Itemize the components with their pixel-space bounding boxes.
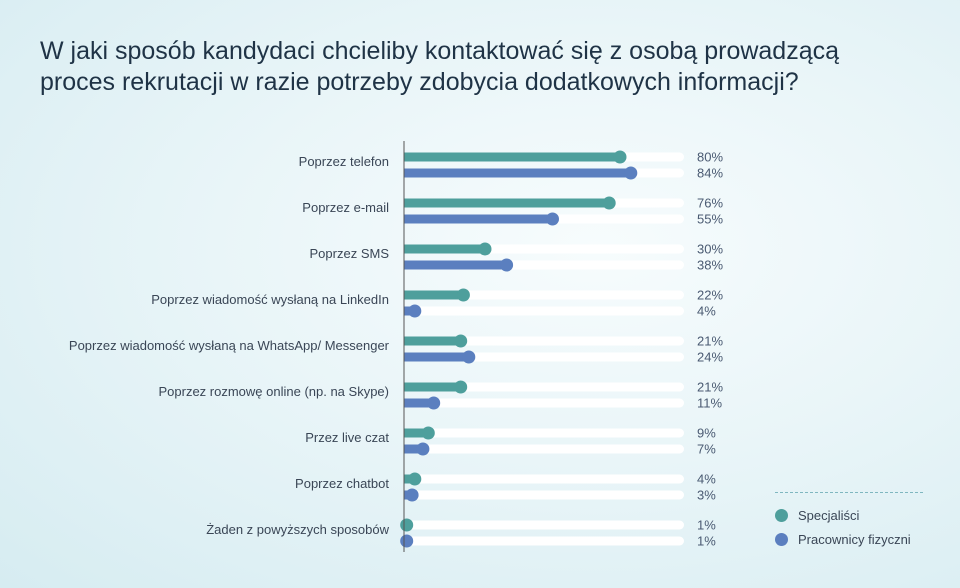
bar-end-dot [416, 442, 430, 456]
bar-track [404, 382, 684, 392]
bar-end-dot [613, 150, 627, 164]
category-label: Poprzez chatbot [295, 476, 389, 491]
bar-specjalisci [404, 382, 461, 392]
category-label: Poprzez wiadomość wysłaną na LinkedIn [151, 292, 389, 307]
legend-dot-specjalisci [775, 508, 788, 522]
bar-end-dot [408, 304, 422, 318]
bar-track [404, 536, 684, 546]
bar-end-dot [546, 212, 559, 226]
bar-end-dot [454, 380, 468, 394]
bar-specjalisci [404, 290, 464, 300]
value-label: 84% [697, 166, 723, 181]
category-label: Poprzez wiadomość wysłaną na WhatsApp/ M… [69, 338, 390, 353]
bar-track [404, 444, 684, 454]
bar-pracownicy [404, 352, 469, 362]
value-label: 21% [697, 380, 723, 395]
bar-end-dot [500, 258, 514, 272]
bar-pracownicy [404, 260, 507, 270]
legend-label-specjalisci: Specjaliści [798, 507, 860, 523]
bar-end-dot [624, 166, 638, 180]
legend-item-pracownicy: Pracownicy fizyczni [775, 527, 923, 551]
value-label: 55% [697, 212, 723, 227]
bar-track [404, 520, 684, 530]
value-label: 24% [697, 350, 723, 365]
bar-end-dot [421, 426, 435, 440]
category-label: Przez live czat [305, 430, 389, 445]
value-label: 38% [697, 258, 723, 273]
value-label: 21% [697, 334, 723, 349]
bar-track [404, 428, 684, 438]
value-label: 9% [697, 426, 716, 441]
bar-track [404, 398, 684, 408]
bar-end-dot [427, 396, 441, 410]
legend-dot-pracownicy [775, 532, 788, 546]
value-label: 80% [697, 150, 723, 165]
bar-end-dot [462, 350, 476, 364]
category-label: Poprzez telefon [299, 154, 389, 169]
bar-specjalisci [404, 198, 610, 208]
value-label: 4% [697, 472, 716, 487]
value-label: 3% [697, 488, 716, 503]
value-label: 11% [697, 396, 722, 411]
bar-end-dot [408, 472, 422, 486]
bar-specjalisci [404, 428, 429, 438]
bar-pracownicy [404, 214, 553, 224]
bar-end-dot [456, 288, 470, 302]
bar-end-dot [405, 488, 419, 502]
bar-track [404, 474, 684, 484]
bar-end-dot [602, 196, 616, 210]
bar-track [404, 336, 684, 346]
value-label: 4% [697, 304, 716, 319]
value-label: 1% [697, 518, 716, 533]
bar-specjalisci [404, 244, 485, 254]
value-label: 22% [697, 288, 723, 303]
bar-pracownicy [404, 168, 631, 178]
category-label: Poprzez e-mail [302, 200, 389, 215]
value-label: 30% [697, 242, 723, 257]
bar-pracownicy [404, 444, 423, 454]
bar-specjalisci [404, 152, 620, 162]
bar-pracownicy [404, 398, 434, 408]
bar-end-dot [400, 518, 414, 532]
legend-label-pracownicy: Pracownicy fizyczni [798, 531, 911, 547]
legend: Specjaliści Pracownicy fizyczni [775, 492, 923, 551]
chart-title: W jaki sposób kandydaci chcieliby kontak… [40, 37, 840, 96]
bar-end-dot [400, 534, 414, 548]
value-label: 1% [697, 534, 716, 549]
category-label: Żaden z powyższych sposobów [206, 522, 389, 537]
category-label: Poprzez rozmowę online (np. na Skype) [158, 384, 389, 399]
bar-track [404, 306, 684, 316]
bar-specjalisci [404, 336, 461, 346]
value-label: 76% [697, 196, 723, 211]
bar-end-dot [454, 334, 468, 348]
value-label: 7% [697, 442, 716, 457]
bar-track [404, 490, 684, 500]
bar-end-dot [478, 242, 492, 256]
bar-track [404, 290, 684, 300]
category-label: Poprzez SMS [310, 246, 390, 261]
legend-item-specjalisci: Specjaliści [775, 503, 923, 527]
